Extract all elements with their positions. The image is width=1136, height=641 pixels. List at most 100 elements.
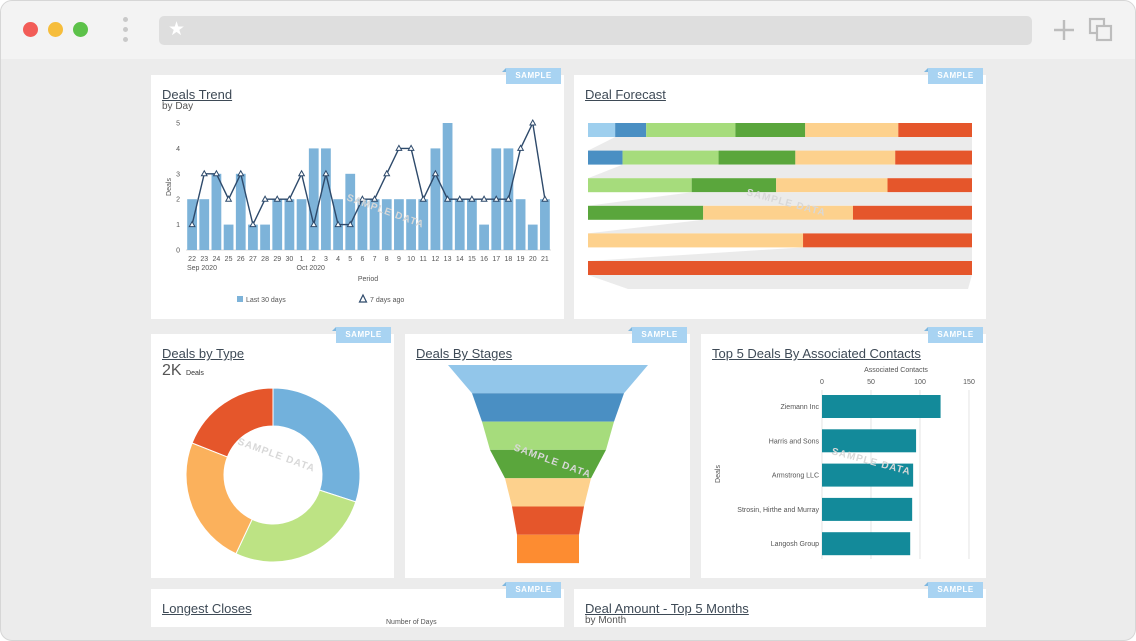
forecast-segment — [646, 123, 736, 137]
x-tick-label: 29 — [273, 256, 281, 263]
forecast-segment — [895, 150, 972, 165]
forecast-connector — [588, 137, 972, 151]
drag-handle-icon[interactable] — [123, 17, 129, 43]
forecast-segment — [735, 123, 806, 137]
trend-point — [310, 220, 318, 228]
duplicate-windows-icon[interactable] — [1088, 17, 1114, 43]
y-tick-label: 3 — [176, 171, 180, 178]
x-tick-label: 19 — [517, 256, 525, 263]
deal-amount-subtitle: by Month — [585, 615, 627, 626]
trend-point — [358, 195, 367, 202]
y-axis-label: Deals — [715, 465, 722, 483]
legend-bar-label: Last 30 days — [246, 297, 286, 304]
longest-closes-card: SAMPLE Longest Closes Number of Days — [151, 582, 564, 627]
trend-bar — [454, 199, 465, 250]
hbar-label: Ziemann Inc — [780, 404, 819, 411]
forecast-segment — [703, 205, 853, 220]
funnel-stage — [472, 393, 624, 422]
forecast-segment — [588, 150, 623, 165]
forecast-segment — [588, 233, 804, 248]
trend-point — [224, 195, 233, 202]
trend-bar — [406, 199, 416, 250]
trend-point — [504, 195, 513, 202]
x-tick-label: 17 — [492, 256, 500, 263]
funnel-stage — [505, 478, 591, 507]
x-tick-label: 18 — [505, 256, 513, 263]
trend-bar — [442, 123, 453, 250]
trend-point — [249, 220, 257, 228]
trend-bar — [235, 173, 246, 250]
trend-bar — [248, 224, 258, 250]
trend-point — [492, 195, 500, 202]
x-tick-label: 100 — [914, 379, 926, 386]
x-tick-label: 4 — [336, 256, 340, 263]
forecast-segment — [887, 178, 972, 193]
deals-trend-card: SAMPLE Deals Trend by Day 0 1 2 3 4 5 Deals 22 2… — [151, 68, 564, 319]
top5-contacts-title[interactable]: Top 5 Deals By Associated Contacts — [712, 346, 921, 361]
deals-kpi: 2K Deals — [162, 362, 204, 380]
deals-by-type-donut[interactable]: SAMPLE DATA — [151, 334, 394, 578]
hbar-label: Harris and Sons — [769, 438, 820, 445]
minimize-window-button[interactable] — [48, 22, 63, 37]
deal-forecast-title[interactable]: Deal Forecast — [585, 87, 666, 102]
deals-by-stages-title[interactable]: Deals By Stages — [416, 346, 513, 361]
trend-bar — [467, 199, 477, 250]
star-icon[interactable]: ★ — [168, 19, 186, 40]
legend-bar-swatch — [237, 296, 243, 302]
trend-point — [419, 195, 427, 202]
forecast-connector — [588, 164, 972, 179]
trend-point — [407, 144, 415, 151]
x-tick-label: 13 — [444, 256, 452, 263]
donut-slice — [185, 442, 253, 555]
x-tick-label: 8 — [385, 256, 389, 263]
trend-point — [237, 169, 245, 177]
trend-point — [261, 195, 269, 202]
sample-badge: SAMPLE — [502, 68, 561, 84]
trend-bar — [211, 173, 222, 250]
forecast-connector — [588, 247, 972, 261]
hbar — [822, 429, 917, 453]
y-tick-label: 5 — [176, 121, 180, 128]
trend-bar — [369, 199, 380, 250]
plus-icon[interactable] — [1051, 17, 1077, 43]
hbar-label: Armstrong LLC — [772, 473, 819, 480]
trend-bar — [272, 199, 283, 250]
x-tick-label: 21 — [541, 256, 549, 263]
title-bar: ★ — [1, 1, 1135, 59]
x-tick-label: 1 — [300, 256, 304, 263]
funnel-stage — [517, 534, 579, 564]
donut-slice — [272, 387, 361, 503]
sample-badge: SAMPLE — [332, 327, 391, 343]
maximize-window-button[interactable] — [73, 22, 88, 37]
x-tick-label: 22 — [188, 256, 196, 263]
sample-badge: SAMPLE — [924, 327, 983, 343]
donut-slice — [235, 489, 357, 563]
address-bar[interactable]: ★ — [159, 16, 1032, 45]
hbar-label: Langosh Group — [771, 541, 819, 548]
x-tick-label: 9 — [397, 256, 401, 263]
deals-by-stages-funnel[interactable]: SAMPLE DATA — [405, 334, 690, 578]
trend-bar — [381, 199, 392, 250]
longest-closes-title[interactable]: Longest Closes — [162, 601, 252, 616]
deals-trend-title[interactable]: Deals Trend — [162, 87, 233, 102]
trend-point — [212, 169, 221, 177]
x-tick-label: 2 — [312, 256, 316, 263]
trend-point — [395, 144, 403, 151]
close-window-button[interactable] — [23, 22, 38, 37]
y-tick-label: 1 — [176, 222, 180, 229]
deal-forecast-chart[interactable]: SAMPLE DATA — [574, 75, 986, 319]
x-tick-label: 0 — [820, 379, 824, 386]
sample-badge: SAMPLE — [924, 582, 983, 598]
top5-contacts-chart[interactable]: Associated Contacts 0 50 100 150 Deals Ziemann… — [701, 334, 986, 578]
x-tick-label: 20 — [529, 256, 537, 263]
deals-by-type-title[interactable]: Deals by Type — [162, 346, 245, 361]
deal-amount-title[interactable]: Deal Amount - Top 5 Months — [585, 601, 749, 616]
forecast-segment — [588, 261, 972, 275]
x-tick-label: 50 — [867, 379, 875, 386]
funnel-stage — [448, 365, 648, 394]
deal-amount-card: SAMPLE Deal Amount - Top 5 Months by Mon… — [574, 582, 986, 627]
x-axis-label: Associated Contacts — [864, 367, 928, 374]
hbar — [822, 532, 911, 556]
trend-bar — [308, 148, 319, 250]
